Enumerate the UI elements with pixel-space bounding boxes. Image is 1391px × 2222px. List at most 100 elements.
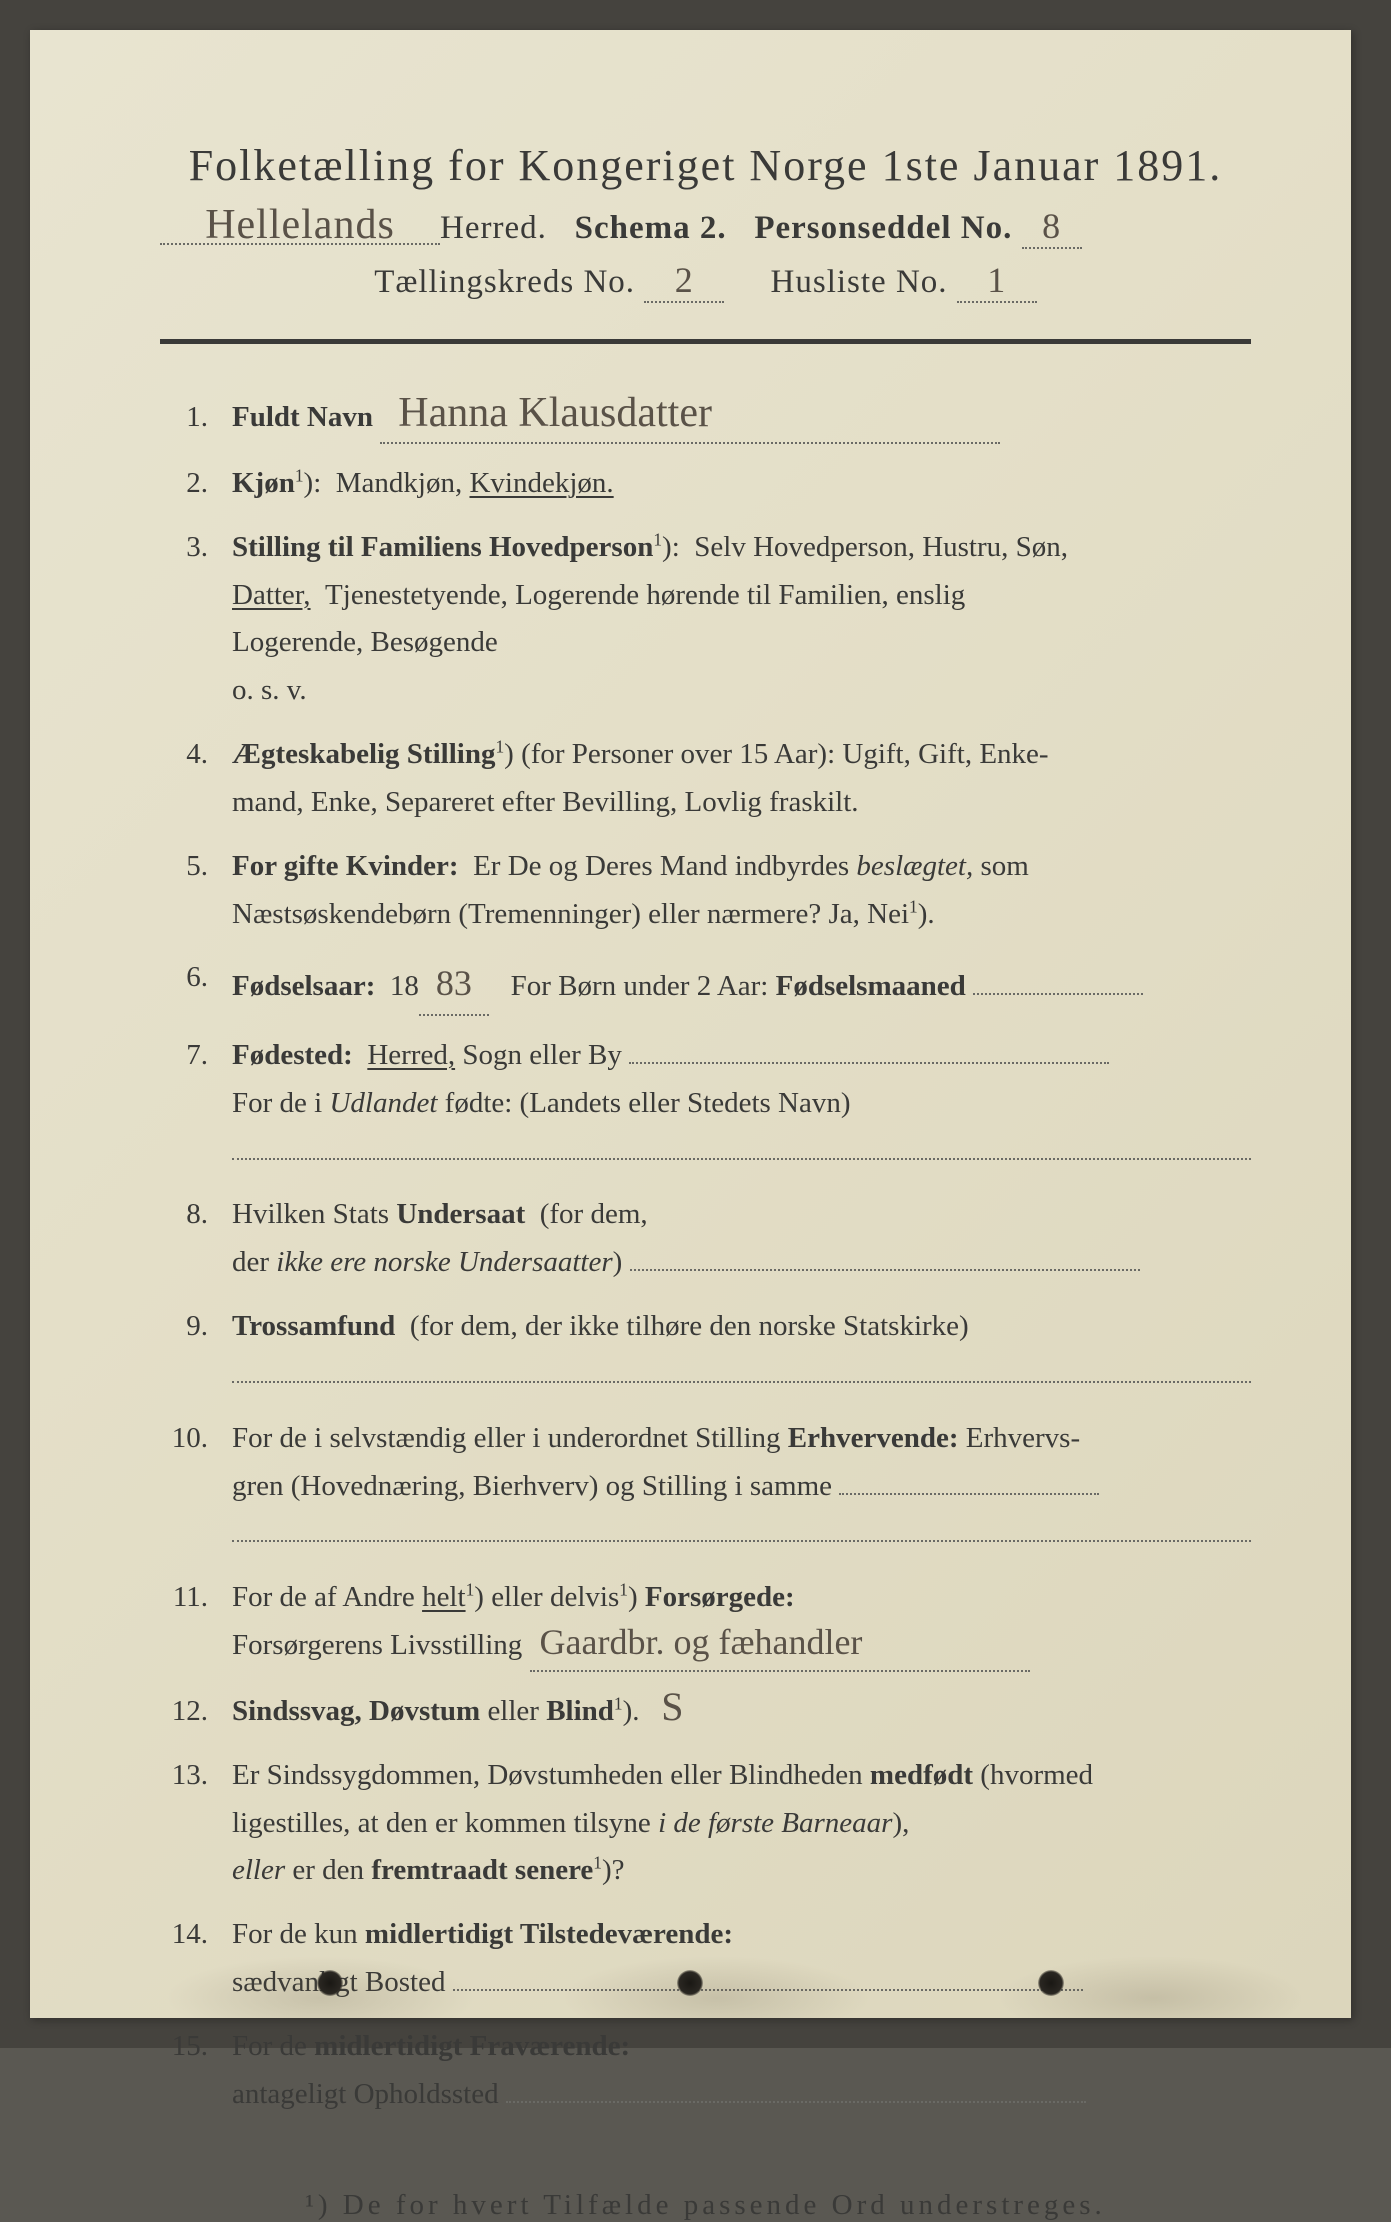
item-num: 2. — [160, 460, 232, 508]
label-fodselsmaaned: Fødselsmaaned — [776, 970, 966, 1002]
hole-icon — [1038, 1970, 1064, 1996]
tkreds-label: Tællingskreds No. — [374, 264, 635, 300]
text-udlandet: Udlandet — [329, 1087, 437, 1119]
item-num: 15. — [160, 2023, 232, 2119]
husliste-label: Husliste No. — [771, 264, 948, 300]
opt-kvindekjon: Kvindekjøn. — [469, 467, 613, 499]
label-sindssvag: Sindssvag, Døvstum — [232, 1695, 480, 1727]
value-fuldt-navn: Hanna Klausdatter — [398, 397, 712, 431]
label-fravaerende: midlertidigt Fraværende: — [314, 2030, 630, 2062]
opt-mandkjon: Mandkjøn, — [336, 467, 462, 499]
item-num: 6. — [160, 954, 232, 1015]
item-num: 12. — [160, 1688, 232, 1736]
opt-herred: Herred, — [367, 1039, 455, 1071]
blank-line — [232, 1158, 1251, 1160]
opt-datter: Datter, — [232, 579, 311, 611]
personseddel-label: Personseddel No. — [754, 210, 1012, 246]
herred-label: Herred. — [440, 210, 547, 246]
text: Logerende, Besøgende — [232, 626, 498, 658]
form-items: 1. Fuldt Navn Hanna Klausdatter 2. Kjøn1… — [160, 394, 1251, 2119]
text: For de — [232, 2030, 307, 2062]
blank-line — [630, 1269, 1140, 1271]
value-sindssvag: S — [661, 1691, 683, 1723]
text: Sogn eller By — [462, 1039, 622, 1071]
text: mand, Enke, Separeret efter Bevilling, L… — [232, 786, 859, 818]
schema-label: Schema 2. — [575, 210, 727, 246]
item-1: 1. Fuldt Navn Hanna Klausdatter — [160, 394, 1251, 444]
text: Forsørgerens Livsstilling — [232, 1629, 522, 1661]
item-6: 6. Fødselsaar: 1883 For Børn under 2 Aar… — [160, 954, 1251, 1015]
footnote: ¹) De for hvert Tilfælde passende Ord un… — [160, 2189, 1251, 2222]
text: Næstsøskendebørn (Tremenninger) eller næ… — [232, 898, 909, 930]
text: ligestilles, at den er kommen tilsyne — [232, 1807, 651, 1839]
blank-line — [232, 1381, 1251, 1383]
item-num: 13. — [160, 1752, 232, 1896]
blank-line — [839, 1493, 1099, 1495]
text: Ugift, Gift, Enke- — [842, 738, 1048, 770]
item-num: 4. — [160, 731, 232, 827]
text: For de af Andre — [232, 1581, 415, 1613]
husliste-no: 1 — [957, 259, 1037, 303]
item-num: 3. — [160, 524, 232, 715]
item-13: 13. Er Sindssygdommen, Døvstumheden elle… — [160, 1752, 1251, 1896]
item-15: 15. For de midlertidigt Fraværende: anta… — [160, 2023, 1251, 2119]
item-num: 9. — [160, 1303, 232, 1399]
label-gifte-kvinder: For gifte Kvinder: — [232, 850, 459, 882]
item-num: 5. — [160, 843, 232, 939]
text-18: 18 — [390, 970, 419, 1002]
item-2: 2. Kjøn1): Mandkjøn, Kvindekjøn. — [160, 460, 1251, 508]
label-medfodt: medfødt — [870, 1759, 973, 1791]
text-barneaar: i de første Barneaar — [658, 1807, 892, 1839]
item-9: 9. Trossamfund (for dem, der ikke tilhør… — [160, 1303, 1251, 1399]
text: eller — [487, 1695, 539, 1727]
item-12: 12. Sindssvag, Døvstum eller Blind1). S — [160, 1688, 1251, 1736]
label-undersaat: Undersaat — [396, 1198, 525, 1230]
text: Er De og Deres Mand indbyrdes — [473, 850, 849, 882]
label-blind: Blind — [546, 1695, 614, 1727]
label-fodselsaar: Fødselsaar: — [232, 970, 375, 1002]
label-tilstedevaerende: midlertidigt Tilstedeværende: — [365, 1918, 733, 1950]
herred-handwritten: Hellelands — [160, 209, 440, 245]
text: fødte: (Landets eller Stedets Navn) — [445, 1087, 851, 1119]
text: Hvilken Stats — [232, 1198, 389, 1230]
hole-icon — [677, 1970, 703, 1996]
item-11: 11. For de af Andre helt1) eller delvis1… — [160, 1574, 1251, 1672]
label-fuldt-navn: Fuldt Navn — [232, 401, 373, 433]
text: (for dem, — [540, 1198, 648, 1230]
page-title: Folketælling for Kongeriget Norge 1ste J… — [160, 140, 1251, 191]
text-eller: eller — [232, 1854, 285, 1886]
item-5: 5. For gifte Kvinder: Er De og Deres Man… — [160, 843, 1251, 939]
text: For de i selvstændig eller i underordnet… — [232, 1422, 781, 1454]
text: er den — [292, 1854, 364, 1886]
text: som — [980, 850, 1028, 882]
text: der — [232, 1246, 269, 1278]
text-beslaegtet: beslægtet, — [856, 850, 973, 882]
text: (for dem, der ikke tilhøre den norske St… — [410, 1310, 969, 1342]
item-10: 10. For de i selvstændig eller i underor… — [160, 1415, 1251, 1559]
item-num: 8. — [160, 1191, 232, 1287]
label-trossamfund: Trossamfund — [232, 1310, 395, 1342]
header-line-3: Tællingskreds No. 2 Husliste No. 1 — [160, 259, 1251, 303]
label-aegteskab: Ægteskabelig Stilling — [232, 738, 495, 770]
item-num: 7. — [160, 1032, 232, 1176]
text: antageligt Opholdssted — [232, 2078, 499, 2110]
item-3: 3. Stilling til Familiens Hovedperson1):… — [160, 524, 1251, 715]
blank-line — [973, 993, 1143, 995]
header-line-2: HellelandsHerred. Schema 2. Personseddel… — [160, 205, 1251, 249]
text: Tjenestetyende, Logerende hørende til Fa… — [325, 579, 965, 611]
item-7: 7. Fødested: Herred, Sogn eller By For d… — [160, 1032, 1251, 1176]
item-num: 11. — [160, 1574, 232, 1672]
opt-helt: helt — [422, 1581, 466, 1613]
label-fremtraadt: fremtraadt senere — [371, 1854, 593, 1886]
scan-background: Folketælling for Kongeriget Norge 1ste J… — [0, 0, 1391, 2048]
label-forsorgede: Forsørgede: — [645, 1581, 795, 1613]
item-4: 4. Ægteskabelig Stilling1) (for Personer… — [160, 731, 1251, 827]
label-stilling: Stilling til Familiens Hovedperson — [232, 531, 653, 563]
value-livsstilling: Gaardbr. og fæhandler — [540, 1628, 863, 1657]
hole-icon — [317, 1970, 343, 1996]
text: For de i — [232, 1087, 322, 1119]
text: For de kun — [232, 1918, 358, 1950]
binding-holes — [30, 1970, 1351, 1996]
text: (hvormed — [980, 1759, 1093, 1791]
personseddel-no: 8 — [1022, 205, 1082, 249]
